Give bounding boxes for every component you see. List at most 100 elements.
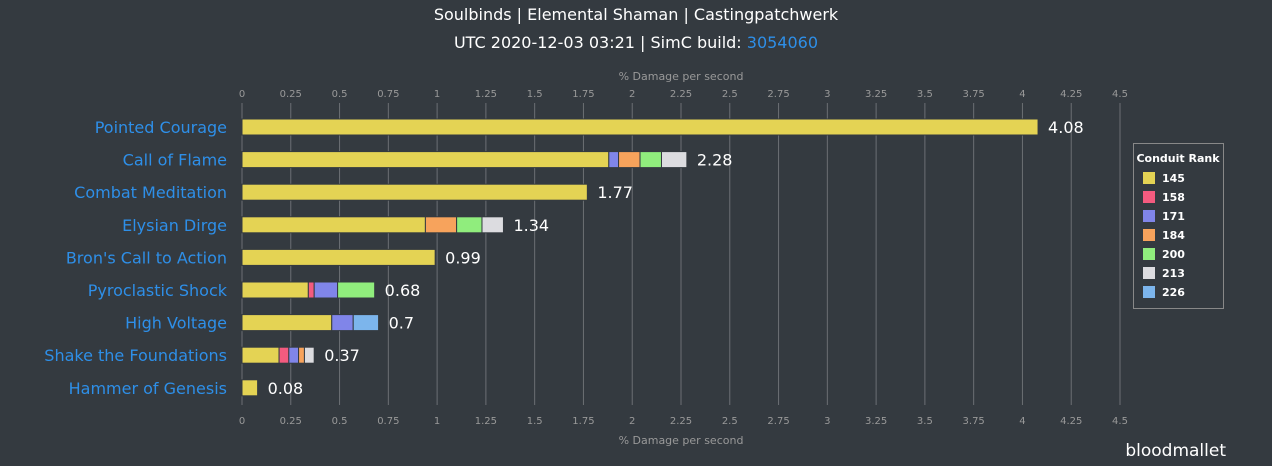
bar-segment-213[interactable] [481,216,504,234]
x-tick-label-top: 4.25 [1060,89,1082,100]
category-label[interactable]: Elysian Dirge [122,216,227,235]
chart-title: Soulbinds | Elemental Shaman | Castingpa… [433,5,839,24]
category-label[interactable]: Shake the Foundations [44,346,227,365]
x-tick-label-bottom: 3 [824,416,830,427]
bar-segment-213[interactable] [660,151,688,169]
subtitle-text: UTC 2020-12-03 03:21 | SimC build: [453,33,747,52]
bar-segment-145[interactable] [241,248,436,266]
x-tick-label-top: 1 [434,89,440,100]
bar-segment-184[interactable] [424,216,458,234]
legend-swatch [1143,267,1155,279]
x-tick-label-top: 2.75 [767,89,789,100]
x-axis-title-bottom: % Damage per second [619,434,744,447]
x-tick-label-bottom: 1 [434,416,440,427]
data-label: 0.68 [385,281,421,300]
x-tick-label-bottom: 2.25 [670,416,692,427]
legend-item[interactable]: 145 [1162,172,1185,185]
category-label[interactable]: Bron's Call to Action [66,248,227,267]
category-label[interactable]: Call of Flame [123,151,227,170]
x-tick-label-top: 1.75 [572,89,594,100]
x-tick-label-top: 2.25 [670,89,692,100]
x-tick-label-bottom: 0.75 [377,416,399,427]
build-link[interactable]: 3054060 [746,33,819,52]
data-label: 1.34 [513,216,549,235]
x-tick-label-top: 2 [629,89,635,100]
x-tick-label-top: 1.5 [527,89,543,100]
bar-segment-200[interactable] [639,151,662,169]
x-tick-label-top: 0.25 [280,89,302,100]
x-tick-label-bottom: 3.5 [917,416,933,427]
x-tick-label-top: 3.25 [865,89,887,100]
legend-swatch [1143,248,1155,260]
bar-segment-171[interactable] [331,314,354,332]
bar-segment-184[interactable] [618,151,641,169]
x-tick-label-top: 4 [1019,89,1025,100]
bar-segment-145[interactable] [241,151,610,169]
x-tick-label-bottom: 0.25 [280,416,302,427]
x-tick-label-top: 3.75 [963,89,985,100]
bar-segment-145[interactable] [241,346,280,364]
legend-item[interactable]: 184 [1162,229,1185,242]
category-label[interactable]: Hammer of Genesis [69,379,227,398]
legend-box [1133,143,1224,309]
x-tick-label-top: 3 [824,89,830,100]
data-label: 1.77 [597,183,633,202]
x-tick-label-top: 1.25 [475,89,497,100]
x-tick-label-bottom: 4.25 [1060,416,1082,427]
bar-segment-158[interactable] [278,346,290,364]
x-tick-label-top: 3.5 [917,89,933,100]
data-label: 0.08 [268,379,304,398]
x-tick-label-bottom: 2 [629,416,635,427]
category-label[interactable]: Pointed Courage [95,118,227,137]
legend-swatch [1143,191,1155,203]
x-tick-label-top: 0 [239,89,245,100]
bar-segment-226[interactable] [352,314,380,332]
x-tick-label-top: 2.5 [722,89,738,100]
bar-segment-171[interactable] [313,281,339,299]
x-tick-label-bottom: 0 [239,416,245,427]
bar-segment-158[interactable] [307,281,315,299]
bar-segment-213[interactable] [303,346,315,364]
data-label: 0.99 [445,248,481,267]
chart-subtitle: UTC 2020-12-03 03:21 | SimC build: 30540… [0,33,1272,52]
legend-swatch [1143,286,1155,298]
x-tick-label-bottom: 2.75 [767,416,789,427]
x-tick-label-bottom: 4 [1019,416,1025,427]
bar-segment-171[interactable] [608,151,620,169]
x-tick-label-bottom: 4.5 [1112,416,1128,427]
x-tick-label-top: 4.5 [1112,89,1128,100]
x-tick-label-bottom: 0.5 [332,416,348,427]
data-label: 0.37 [324,346,360,365]
x-axis-title-top: % Damage per second [619,70,744,83]
bar-segment-145[interactable] [241,314,333,332]
legend-item[interactable]: 158 [1162,191,1185,204]
bar-segment-145[interactable] [241,281,309,299]
category-label[interactable]: Pyroclastic Shock [88,281,228,300]
brand-logo-text: bloodmallet [1125,441,1226,461]
data-label: 0.7 [389,314,414,333]
x-tick-label-bottom: 3.25 [865,416,887,427]
bar-segment-200[interactable] [337,281,376,299]
bar-segment-145[interactable] [241,216,426,234]
legend-item[interactable]: 213 [1162,267,1185,280]
category-label[interactable]: Combat Meditation [74,183,227,202]
data-label: 2.28 [697,151,733,170]
bar-segment-184[interactable] [298,346,305,364]
x-tick-label-bottom: 2.5 [722,416,738,427]
x-tick-label-bottom: 1.25 [475,416,497,427]
category-label[interactable]: High Voltage [125,314,227,333]
legend-item[interactable]: 226 [1162,286,1185,299]
legend-item[interactable]: 200 [1162,248,1185,261]
x-tick-label-top: 0.75 [377,89,399,100]
legend-swatch [1143,229,1155,241]
legend-title: Conduit Rank [1136,152,1220,165]
x-tick-label-bottom: 3.75 [963,416,985,427]
x-tick-label-bottom: 1.5 [527,416,543,427]
bar-segment-145[interactable] [241,379,259,397]
bar-segment-145[interactable] [241,183,588,201]
bar-segment-171[interactable] [288,346,300,364]
bar-segment-145[interactable] [241,118,1039,136]
bar-segment-200[interactable] [456,216,483,234]
legend-item[interactable]: 171 [1162,210,1185,223]
